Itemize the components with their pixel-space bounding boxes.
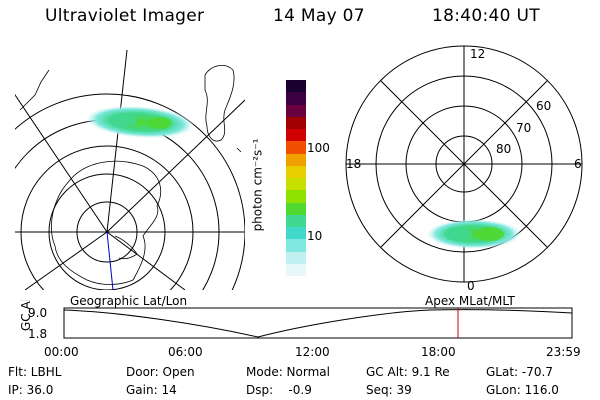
meridian-line xyxy=(24,231,108,290)
time-tick: 06:00 xyxy=(168,345,203,359)
aurora-emission xyxy=(109,113,137,127)
colorbar-tick-10: 10 xyxy=(307,229,323,243)
colorbar xyxy=(286,80,306,276)
mlat-label-70: 70 xyxy=(516,121,531,135)
gain-status: Gain: 14 xyxy=(126,383,177,397)
altitude-axis-label: GC Alt xyxy=(19,300,33,331)
colorbar-segment xyxy=(286,129,306,142)
colorbar-segment xyxy=(286,116,306,129)
time-tick: 23:59 xyxy=(546,345,581,359)
altitude-plot-frame xyxy=(63,307,573,339)
colorbar-segment xyxy=(286,92,306,105)
altitude-curve xyxy=(63,309,573,338)
lat-circle xyxy=(20,145,194,290)
altitude-plot: GC Alt 9.0 1.8 00:00 06:00 12:00 18:00 2… xyxy=(19,300,581,359)
mlt-label-6: 6 xyxy=(574,157,582,171)
date-label: 14 May 07 xyxy=(273,6,365,26)
colorbar-segment xyxy=(286,190,306,203)
colorbar-unit-label: photon cm⁻²s⁻¹ xyxy=(250,138,265,232)
colorbar-segment xyxy=(286,214,306,227)
dsp-status: Dsp: -0.9 xyxy=(246,383,312,397)
aurora-emission xyxy=(476,227,504,241)
aurora-emission xyxy=(148,117,172,129)
aurora-emission xyxy=(444,227,472,241)
geographic-map-label: Geographic Lat/Lon xyxy=(70,294,188,308)
mlt-label-0: 0 xyxy=(467,279,475,293)
magnetic-polar-plot: 12 18 6 0 60 70 80 xyxy=(345,45,583,293)
colorbar-segment xyxy=(286,165,306,178)
mlt-label-18: 18 xyxy=(346,157,361,171)
coastline xyxy=(19,65,242,285)
satellite-track xyxy=(106,231,114,290)
geographic-map xyxy=(15,49,245,290)
colorbar-segment xyxy=(286,202,306,215)
glon-status: GLon: 116.0 xyxy=(486,383,559,397)
colorbar-segment xyxy=(286,227,306,240)
gc-alt-status: GC Alt: 9.1 Re xyxy=(366,365,450,379)
colorbar-segment xyxy=(286,178,306,191)
meridian-line xyxy=(15,94,108,233)
door-status: Door: Open xyxy=(126,365,195,379)
time-tick: 00:00 xyxy=(44,345,79,359)
colorbar-gradient xyxy=(286,80,306,276)
colorbar-segment xyxy=(286,239,306,252)
aurora-emission xyxy=(426,219,522,249)
colorbar-segment xyxy=(286,104,306,117)
colorbar-segment xyxy=(286,263,306,276)
magnetic-map-label: Apex MLat/MLT xyxy=(425,294,515,308)
seq-status: Seq: 39 xyxy=(366,383,412,397)
colorbar-segment xyxy=(286,251,306,264)
meridian-line xyxy=(106,231,186,290)
time-label: 18:40:40 UT xyxy=(432,6,540,26)
ip-status: IP: 36.0 xyxy=(8,383,54,397)
colorbar-segment xyxy=(286,141,306,154)
aurora-emission xyxy=(85,105,195,139)
mlat-label-80: 80 xyxy=(496,142,511,156)
meridian-line xyxy=(106,49,128,233)
mlt-line xyxy=(380,80,548,248)
lat-circle xyxy=(15,93,245,290)
mlt-label-12: 12 xyxy=(470,47,485,61)
mlat-label-60: 60 xyxy=(536,99,551,113)
colorbar-segment xyxy=(286,80,306,93)
colorbar-segment xyxy=(286,153,306,166)
glat-status: GLat: -70.7 xyxy=(486,365,553,379)
altitude-tick-max: 9.0 xyxy=(28,306,47,320)
mode-status: Mode: Normal xyxy=(246,365,330,379)
time-tick: 18:00 xyxy=(421,345,456,359)
instrument-title: Ultraviolet Imager xyxy=(45,6,205,26)
altitude-tick-min: 1.8 xyxy=(28,327,47,341)
colorbar-tick-100: 100 xyxy=(307,141,330,155)
meridian-line xyxy=(106,99,245,233)
filter-status: Flt: LBHL xyxy=(8,365,62,379)
time-tick: 12:00 xyxy=(295,345,330,359)
